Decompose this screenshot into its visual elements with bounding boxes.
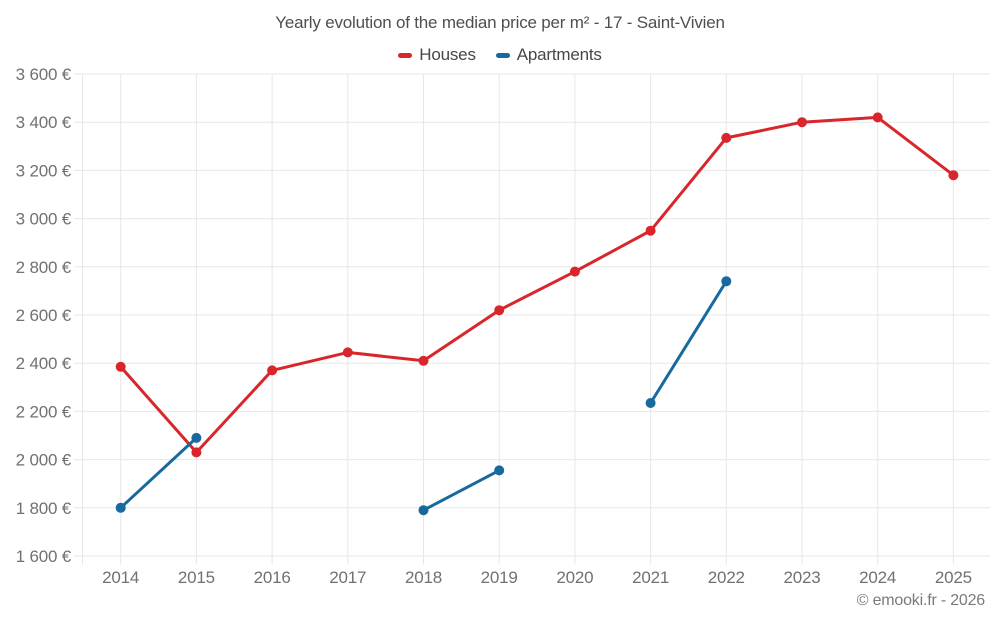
apartments-series-swatch-icon	[495, 52, 510, 58]
svg-text:3 400 €: 3 400 €	[16, 113, 72, 132]
svg-text:2023: 2023	[783, 568, 820, 587]
legend-item-houses[interactable]: Houses	[398, 45, 476, 65]
svg-text:2021: 2021	[632, 568, 669, 587]
svg-text:2020: 2020	[556, 568, 593, 587]
svg-text:3 600 €: 3 600 €	[16, 65, 72, 84]
svg-text:2025: 2025	[935, 568, 972, 587]
legend-label-apartments: Apartments	[516, 45, 602, 64]
svg-text:2 200 €: 2 200 €	[16, 402, 72, 421]
legend-item-apartments[interactable]: Apartments	[495, 45, 602, 65]
svg-text:1 800 €: 1 800 €	[16, 499, 72, 518]
houses-series-swatch-icon	[398, 52, 413, 58]
svg-text:2016: 2016	[254, 568, 291, 587]
svg-text:2014: 2014	[102, 568, 139, 587]
svg-text:2019: 2019	[481, 568, 518, 587]
svg-text:2 800 €: 2 800 €	[16, 258, 72, 277]
svg-text:2 000 €: 2 000 €	[16, 451, 72, 470]
svg-text:2018: 2018	[405, 568, 442, 587]
svg-text:2 600 €: 2 600 €	[16, 306, 72, 325]
chart-title: Yearly evolution of the median price per…	[275, 13, 725, 32]
svg-text:2017: 2017	[329, 568, 366, 587]
svg-text:2022: 2022	[708, 568, 745, 587]
svg-text:1 600 €: 1 600 €	[16, 547, 72, 566]
svg-text:2 400 €: 2 400 €	[16, 354, 72, 373]
svg-text:2024: 2024	[859, 568, 896, 587]
legend: Houses Apartments	[0, 45, 1000, 65]
svg-text:3 200 €: 3 200 €	[16, 161, 72, 180]
footer-credit: © emooki.fr - 2026	[856, 592, 985, 609]
svg-text:2015: 2015	[178, 568, 215, 587]
svg-text:3 000 €: 3 000 €	[16, 210, 72, 229]
legend-label-houses: Houses	[419, 45, 476, 64]
